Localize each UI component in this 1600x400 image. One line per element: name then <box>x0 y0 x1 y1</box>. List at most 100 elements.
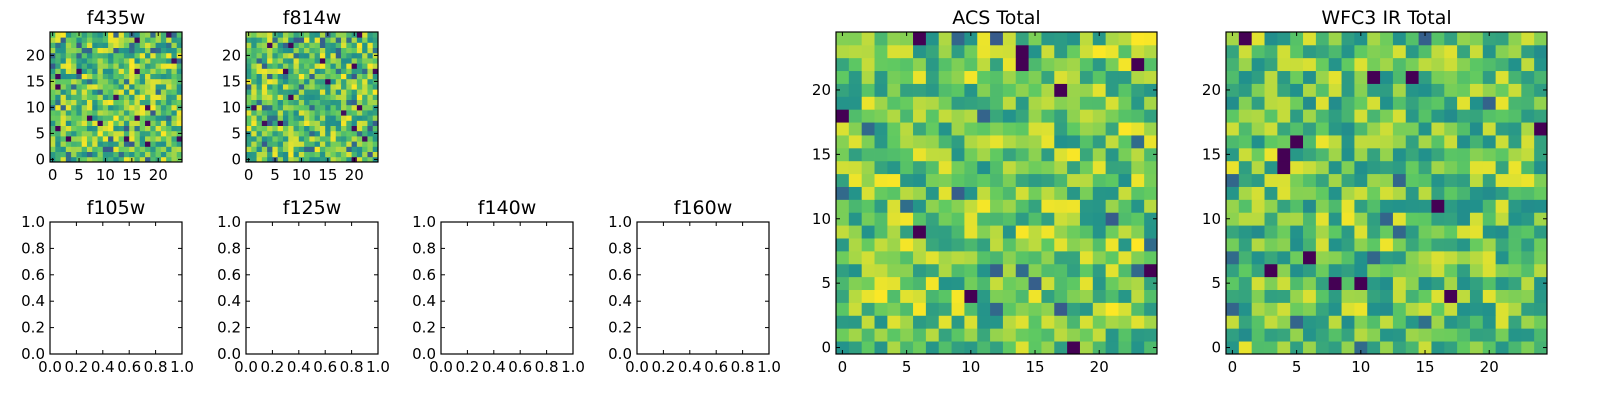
heatmap-cell <box>65 110 72 116</box>
heatmap-cell <box>964 83 978 97</box>
heatmap-cell <box>848 289 863 303</box>
heatmap-cell <box>123 110 130 116</box>
heatmap-cell <box>977 160 991 175</box>
heatmap-cell <box>256 104 263 111</box>
heatmap-cell <box>1041 96 1055 110</box>
heatmap-cell <box>282 115 289 121</box>
heatmap-cell <box>1341 160 1355 175</box>
heatmap-cell <box>97 99 104 106</box>
heatmap-cell <box>1315 328 1330 342</box>
heatmap-cell <box>134 58 141 64</box>
heatmap-cell <box>1238 83 1253 97</box>
heatmap-cell <box>1341 44 1355 59</box>
heatmap-cell <box>1144 109 1158 123</box>
heatmap-cell <box>1367 173 1381 187</box>
heatmap-cell <box>1380 147 1394 162</box>
heatmap-cell <box>60 84 67 90</box>
heatmap-cell <box>1131 328 1145 342</box>
heatmap-cell <box>76 52 83 59</box>
heatmap-cell <box>97 151 104 158</box>
heatmap-cell <box>76 99 83 106</box>
heatmap-cell <box>900 341 914 355</box>
heatmap-cell <box>1002 238 1017 252</box>
heatmap-cell <box>1015 147 1029 162</box>
heatmap-cell <box>123 73 130 80</box>
heatmap-cell <box>887 83 901 97</box>
heatmap-cell <box>1508 96 1522 110</box>
heatmap-cell <box>1367 122 1381 136</box>
heatmap-cell <box>123 120 130 126</box>
heatmap-cell <box>71 58 77 64</box>
heatmap-cell <box>1328 44 1342 59</box>
heatmap-cell <box>277 89 284 95</box>
heatmap-cell <box>1290 96 1304 110</box>
heatmap-cell <box>362 37 368 43</box>
heatmap-cell <box>356 58 363 64</box>
heatmap-cell <box>372 73 379 80</box>
heatmap-cell <box>1315 109 1330 123</box>
heatmap-cell <box>277 141 284 147</box>
heatmap-cell <box>1431 32 1445 46</box>
x-tick-label: 5 <box>74 166 84 184</box>
heatmap-cell <box>134 42 141 48</box>
heatmap-cell <box>50 94 56 100</box>
heatmap-cell <box>171 141 178 147</box>
heatmap-cell <box>1264 328 1278 342</box>
heatmap-cell <box>160 146 167 152</box>
heatmap-cell <box>1469 341 1484 355</box>
heatmap-cell <box>86 156 93 163</box>
y-tick-label: 0.8 <box>217 239 241 257</box>
heatmap-cell <box>304 141 310 147</box>
heatmap-cell <box>160 78 167 85</box>
heatmap-cell <box>1482 173 1497 187</box>
heatmap-cell <box>139 84 146 90</box>
heatmap-cell <box>81 37 88 43</box>
heatmap-cell <box>1092 135 1107 149</box>
heatmap-cell <box>309 156 316 163</box>
subplot-title: f435w <box>87 7 146 29</box>
x-tick-label: 5 <box>902 358 912 376</box>
heatmap-cell <box>97 125 104 132</box>
heatmap-cell <box>874 32 888 46</box>
heatmap-cell <box>1380 263 1394 278</box>
heatmap-cell <box>86 125 93 132</box>
heatmap-cell <box>118 78 125 85</box>
heatmap-cell <box>65 84 72 90</box>
heatmap-cell <box>900 160 914 175</box>
heatmap-cell <box>977 96 991 110</box>
heatmap-cell <box>1226 199 1240 213</box>
heatmap-cell <box>1264 199 1278 213</box>
heatmap-cell <box>261 94 268 100</box>
heatmap-cell <box>874 96 888 110</box>
heatmap-cell <box>155 94 162 100</box>
heatmap-cell <box>1226 109 1240 123</box>
heatmap-cell <box>836 250 850 265</box>
heatmap-cell <box>372 136 379 142</box>
heatmap-cell <box>309 94 316 100</box>
heatmap-cell <box>874 186 888 200</box>
heatmap-cell <box>293 94 300 100</box>
heatmap-cell <box>113 151 120 158</box>
heatmap-cell <box>1226 32 1240 46</box>
heatmap-cell <box>861 147 875 162</box>
heatmap-cell <box>139 68 146 74</box>
heatmap-cell <box>60 110 67 116</box>
heatmap-cell <box>335 99 342 106</box>
heatmap-cell <box>1482 70 1497 84</box>
heatmap-cell <box>1469 173 1484 187</box>
heatmap-cell <box>1264 238 1278 252</box>
subplot-title: f140w <box>478 197 537 219</box>
heatmap-cell <box>362 89 368 95</box>
heatmap-cell <box>176 84 183 90</box>
heatmap-cell <box>166 78 172 85</box>
heatmap-cell <box>166 115 172 121</box>
heatmap-cell <box>1303 186 1317 200</box>
heatmap-cell <box>1303 173 1317 187</box>
heatmap-cell <box>335 42 342 48</box>
heatmap-cell <box>861 199 875 213</box>
heatmap-cell <box>92 32 98 38</box>
heatmap-cell <box>1431 57 1445 72</box>
heatmap-cell <box>913 109 927 123</box>
heatmap-cell <box>977 44 991 59</box>
heatmap-cell <box>86 146 93 152</box>
